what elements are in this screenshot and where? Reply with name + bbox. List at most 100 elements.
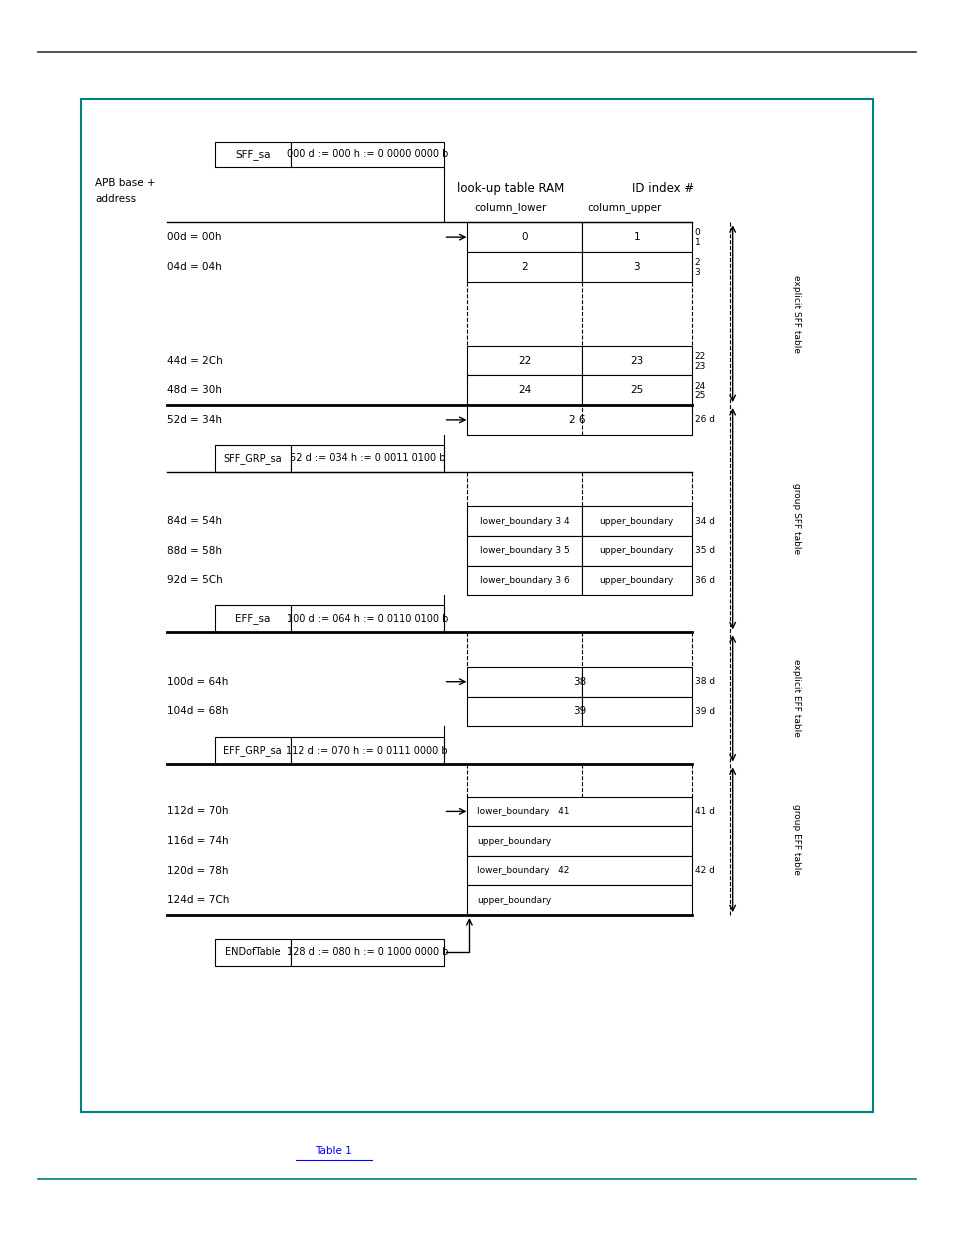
Text: 38 d: 38 d xyxy=(694,677,714,687)
FancyBboxPatch shape xyxy=(467,346,581,375)
Text: group EFF table: group EFF table xyxy=(791,804,800,876)
FancyBboxPatch shape xyxy=(467,252,581,282)
Text: 04d = 04h: 04d = 04h xyxy=(167,262,221,272)
Text: EFF_GRP_sa: EFF_GRP_sa xyxy=(223,746,282,756)
Text: 100 d := 064 h := 0 0110 0100 b: 100 d := 064 h := 0 0110 0100 b xyxy=(286,614,448,624)
FancyBboxPatch shape xyxy=(467,222,581,252)
Text: 112 d := 070 h := 0 0111 0000 b: 112 d := 070 h := 0 0111 0000 b xyxy=(286,746,448,756)
Text: lower_boundary 3 5: lower_boundary 3 5 xyxy=(479,546,569,556)
Text: 1: 1 xyxy=(694,238,700,247)
Text: 124d = 7Ch: 124d = 7Ch xyxy=(167,895,229,905)
Text: 52d = 34h: 52d = 34h xyxy=(167,415,222,425)
Text: ID index #: ID index # xyxy=(631,183,694,195)
FancyBboxPatch shape xyxy=(581,252,691,282)
Text: lower_boundary 3 6: lower_boundary 3 6 xyxy=(479,576,569,585)
Text: 25: 25 xyxy=(630,385,642,395)
Text: 116d = 74h: 116d = 74h xyxy=(167,836,229,846)
Text: upper_boundary: upper_boundary xyxy=(599,516,673,526)
FancyBboxPatch shape xyxy=(581,667,691,697)
FancyBboxPatch shape xyxy=(467,506,581,536)
FancyBboxPatch shape xyxy=(467,856,691,885)
FancyBboxPatch shape xyxy=(581,697,691,726)
Text: upper_boundary: upper_boundary xyxy=(599,546,673,556)
Text: 24: 24 xyxy=(517,385,531,395)
Text: 2: 2 xyxy=(694,258,700,267)
Text: 41 d: 41 d xyxy=(694,806,714,816)
Text: 2: 2 xyxy=(521,262,527,272)
Text: 39: 39 xyxy=(573,706,585,716)
Text: 88d = 58h: 88d = 58h xyxy=(167,546,222,556)
FancyBboxPatch shape xyxy=(214,737,291,764)
Text: 0: 0 xyxy=(694,228,700,237)
Text: 36 d: 36 d xyxy=(694,576,714,585)
FancyBboxPatch shape xyxy=(467,566,581,595)
Text: SFF_sa: SFF_sa xyxy=(234,149,271,159)
Text: 000 d := 000 h := 0 0000 0000 b: 000 d := 000 h := 0 0000 0000 b xyxy=(286,149,448,159)
FancyBboxPatch shape xyxy=(291,142,443,167)
Text: column_upper: column_upper xyxy=(587,203,661,212)
Text: 23: 23 xyxy=(630,356,642,366)
Text: lower_boundary   42: lower_boundary 42 xyxy=(476,866,569,876)
Text: 52 d := 034 h := 0 0011 0100 b: 52 d := 034 h := 0 0011 0100 b xyxy=(290,453,444,463)
Text: 48d = 30h: 48d = 30h xyxy=(167,385,222,395)
FancyBboxPatch shape xyxy=(581,536,691,566)
FancyBboxPatch shape xyxy=(467,826,691,856)
Text: Table 1: Table 1 xyxy=(315,1146,352,1156)
FancyBboxPatch shape xyxy=(581,566,691,595)
FancyBboxPatch shape xyxy=(581,375,691,405)
Text: upper_boundary: upper_boundary xyxy=(476,895,551,905)
Text: EFF_sa: EFF_sa xyxy=(234,614,271,624)
Text: 42 d: 42 d xyxy=(694,866,714,876)
Text: 24: 24 xyxy=(694,382,705,390)
Text: 84d = 54h: 84d = 54h xyxy=(167,516,222,526)
Text: 44d = 2Ch: 44d = 2Ch xyxy=(167,356,222,366)
Text: look-up table RAM: look-up table RAM xyxy=(456,183,563,195)
Text: 00d = 00h: 00d = 00h xyxy=(167,232,221,242)
Text: 128 d := 080 h := 0 1000 0000 b: 128 d := 080 h := 0 1000 0000 b xyxy=(286,947,448,957)
FancyBboxPatch shape xyxy=(214,142,291,167)
FancyBboxPatch shape xyxy=(467,667,581,697)
FancyBboxPatch shape xyxy=(467,697,581,726)
Text: 92d = 5Ch: 92d = 5Ch xyxy=(167,576,222,585)
Text: 39 d: 39 d xyxy=(694,706,714,716)
Text: 104d = 68h: 104d = 68h xyxy=(167,706,228,716)
FancyBboxPatch shape xyxy=(214,445,291,472)
FancyBboxPatch shape xyxy=(467,405,691,435)
FancyBboxPatch shape xyxy=(467,536,581,566)
FancyBboxPatch shape xyxy=(467,885,691,915)
FancyBboxPatch shape xyxy=(291,939,443,966)
FancyBboxPatch shape xyxy=(214,605,291,632)
Text: 25: 25 xyxy=(694,391,705,400)
Text: explicit EFF table: explicit EFF table xyxy=(791,659,800,737)
Text: 100d = 64h: 100d = 64h xyxy=(167,677,228,687)
Text: ENDofTable: ENDofTable xyxy=(225,947,280,957)
Text: upper_boundary: upper_boundary xyxy=(599,576,673,585)
FancyBboxPatch shape xyxy=(291,737,443,764)
FancyBboxPatch shape xyxy=(581,506,691,536)
FancyBboxPatch shape xyxy=(581,222,691,252)
Text: SFF_GRP_sa: SFF_GRP_sa xyxy=(223,453,282,463)
Text: group SFF table: group SFF table xyxy=(791,483,800,555)
Text: lower_boundary 3 4: lower_boundary 3 4 xyxy=(479,516,569,526)
FancyBboxPatch shape xyxy=(291,445,443,472)
Text: 23: 23 xyxy=(694,362,705,370)
Text: 1: 1 xyxy=(633,232,639,242)
Text: lower_boundary   41: lower_boundary 41 xyxy=(476,806,569,816)
FancyBboxPatch shape xyxy=(467,375,581,405)
Text: upper_boundary: upper_boundary xyxy=(476,836,551,846)
Text: 38: 38 xyxy=(573,677,585,687)
Text: 35 d: 35 d xyxy=(694,546,714,556)
Text: explicit SFF table: explicit SFF table xyxy=(791,274,800,353)
Text: APB base +: APB base + xyxy=(95,178,155,188)
Text: column_lower: column_lower xyxy=(474,203,546,212)
FancyBboxPatch shape xyxy=(291,605,443,632)
Text: 3: 3 xyxy=(694,268,700,277)
Text: 120d = 78h: 120d = 78h xyxy=(167,866,228,876)
FancyBboxPatch shape xyxy=(214,939,291,966)
FancyBboxPatch shape xyxy=(581,346,691,375)
Text: 3: 3 xyxy=(633,262,639,272)
Text: 112d = 70h: 112d = 70h xyxy=(167,806,228,816)
FancyBboxPatch shape xyxy=(467,797,691,826)
Text: 0: 0 xyxy=(521,232,527,242)
Text: 22: 22 xyxy=(517,356,531,366)
